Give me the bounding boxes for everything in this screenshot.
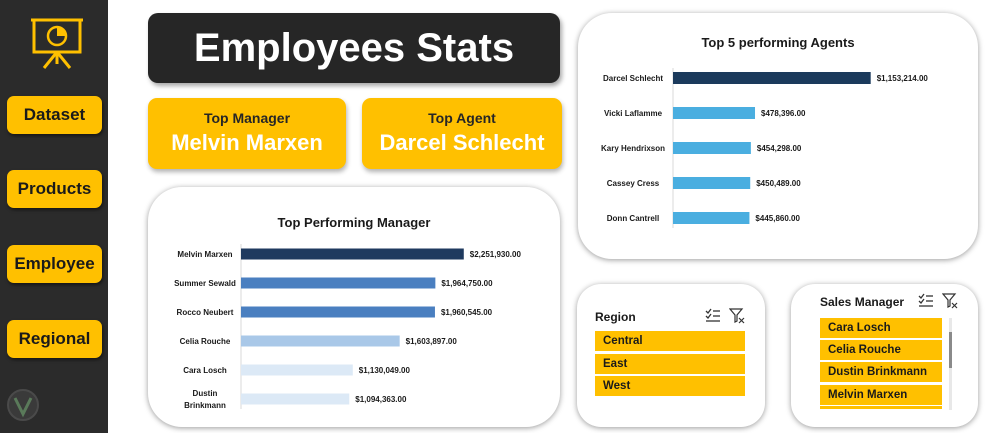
clear-filter-icon[interactable] xyxy=(942,293,958,309)
category-label: Kary Hendrixson xyxy=(601,144,665,153)
bar-dustin-brinkmann[interactable] xyxy=(241,393,350,405)
data-label: $1,960,545.00 xyxy=(441,308,493,317)
sales-manager-slicer: Sales Manager Cara Losch Celia Rouche Du… xyxy=(791,284,978,427)
data-label: $478,396.00 xyxy=(761,109,806,118)
category-label: Cara Losch xyxy=(183,366,227,375)
top-manager-value: Melvin Marxen xyxy=(171,130,323,155)
top-agent-label: Top Agent xyxy=(428,110,496,126)
nav-dataset-button[interactable]: Dataset xyxy=(7,96,102,134)
page-title: Employees Stats xyxy=(148,13,560,83)
bar-cassey-cress[interactable] xyxy=(673,177,751,189)
bar-celia-rouche[interactable] xyxy=(241,335,400,347)
manager-item-partial xyxy=(820,406,942,409)
region-item-east[interactable]: East xyxy=(595,354,745,374)
multi-select-icon[interactable] xyxy=(705,308,721,324)
bar-rocco-neubert[interactable] xyxy=(241,306,435,318)
top-agents-chart: Darcel Schlecht $1,153,214.00 Vicki Laflam… xyxy=(601,68,929,228)
data-label: $454,298.00 xyxy=(757,144,802,153)
category-label: Summer Sewald xyxy=(174,279,236,288)
top-manager-chart: Melvin Marxen $2,251,930.00 Summer Sewald $… xyxy=(174,244,522,410)
category-label: Celia Rouche xyxy=(180,337,231,346)
bar-melvin-marxen[interactable] xyxy=(241,248,464,260)
top-agents-chart-card: Top 5 performing Agents Darcel Schlecht $… xyxy=(578,13,978,259)
top-manager-label: Top Manager xyxy=(203,110,291,126)
data-label: $450,489.00 xyxy=(756,179,801,188)
category-label: Darcel Schlecht xyxy=(603,74,663,83)
region-slicer: Region Central East West xyxy=(577,284,765,427)
top-agent-value: Darcel Schlecht xyxy=(379,130,545,155)
bar-vicki-laflamme[interactable] xyxy=(673,107,756,119)
manager-item-dustin-brinkmann[interactable]: Dustin Brinkmann xyxy=(820,362,942,382)
data-label: $1,603,897.00 xyxy=(406,337,458,346)
bar-cara-losch[interactable] xyxy=(241,364,353,376)
data-label: $1,094,363.00 xyxy=(355,395,407,404)
clear-filter-icon[interactable] xyxy=(729,308,745,324)
bar-kary-hendrixson[interactable] xyxy=(673,142,751,154)
bar-summer-sewald[interactable] xyxy=(241,277,436,289)
presentation-chart-icon xyxy=(31,18,83,69)
top-manager-card: Top Manager Melvin Marxen xyxy=(148,98,346,169)
category-label: Cassey Cress xyxy=(607,179,660,188)
region-slicer-title: Region xyxy=(595,310,636,324)
nav-employee-button[interactable]: Employee xyxy=(7,245,102,283)
data-label: $1,964,750.00 xyxy=(441,279,493,288)
top-agents-chart-title: Top 5 performing Agents xyxy=(701,35,855,50)
region-item-west[interactable]: West xyxy=(595,376,745,396)
sidebar: Dataset Products Employee Regional xyxy=(0,0,108,433)
slicer-scrollbar-thumb[interactable] xyxy=(949,332,952,368)
category-label: Donn Cantrell xyxy=(607,214,659,223)
category-label: Dustin Brinkmann xyxy=(184,389,226,410)
top-manager-chart-card: Top Performing Manager Melvin Marxen $2,2… xyxy=(148,187,560,427)
bar-donn-cantrell[interactable] xyxy=(673,212,750,224)
sales-manager-slicer-title: Sales Manager xyxy=(820,295,905,309)
manager-item-celia-rouche[interactable]: Celia Rouche xyxy=(820,340,942,360)
data-label: $2,251,930.00 xyxy=(470,250,522,259)
category-label: Melvin Marxen xyxy=(177,250,232,259)
nav-regional-button[interactable]: Regional xyxy=(7,320,102,358)
slicer-scrollbar-track[interactable] xyxy=(949,318,952,410)
region-item-central[interactable]: Central xyxy=(595,331,745,351)
data-label: $445,860.00 xyxy=(755,214,800,223)
watermark-logo xyxy=(7,389,39,421)
top-agent-card: Top Agent Darcel Schlecht xyxy=(362,98,562,169)
category-label: Vicki Laflamme xyxy=(604,109,663,118)
manager-item-melvin-marxen[interactable]: Melvin Marxen xyxy=(820,385,942,405)
data-label: $1,153,214.00 xyxy=(877,74,929,83)
category-label: Rocco Neubert xyxy=(177,308,234,317)
data-label: $1,130,049.00 xyxy=(359,366,411,375)
nav-products-button[interactable]: Products xyxy=(7,170,102,208)
manager-item-cara-losch[interactable]: Cara Losch xyxy=(820,318,942,338)
top-manager-chart-title: Top Performing Manager xyxy=(277,215,431,230)
multi-select-icon[interactable] xyxy=(918,293,934,309)
bar-darcel-schlecht[interactable] xyxy=(673,72,871,84)
